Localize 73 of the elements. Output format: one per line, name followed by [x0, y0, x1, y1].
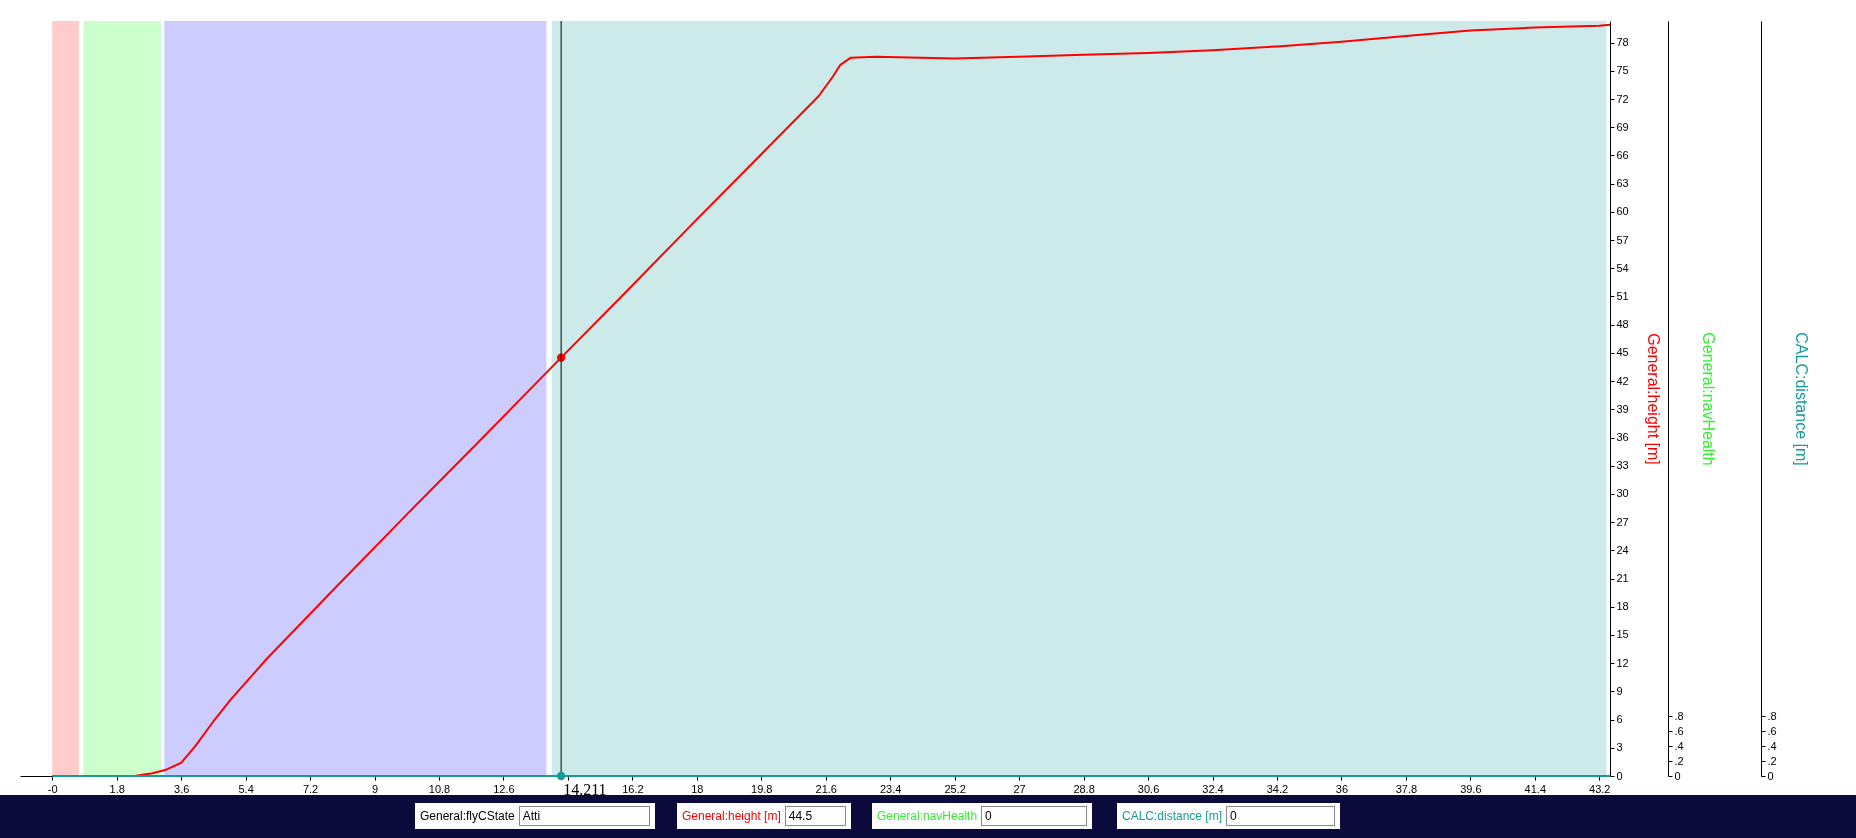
y2-tick-label: 0 [1767, 769, 1774, 782]
y-tick-label: 3 [1616, 741, 1623, 754]
x-tick-label: 5.4 [238, 782, 254, 795]
y-tick-label: 69 [1616, 120, 1629, 133]
y-tick-label: 0 [1616, 769, 1623, 782]
y3-tick-label: .2 [1674, 754, 1684, 767]
x-tick-label: 12.6 [493, 782, 515, 795]
y-tick-label: 30 [1616, 487, 1629, 500]
x-tick-label: 39.6 [1460, 782, 1482, 795]
y-tick-label: 42 [1616, 374, 1629, 387]
y3-tick-label: .4 [1674, 739, 1684, 752]
x-tick-label: 41.4 [1524, 782, 1547, 795]
y-tick-label: 36 [1616, 431, 1629, 444]
y-tick-label: 33 [1616, 459, 1629, 472]
y-tick-label: 54 [1616, 261, 1629, 274]
x-tick-label: 37.8 [1395, 782, 1418, 795]
x-tick-label: 16.2 [622, 782, 644, 795]
x-tick-label: 34.2 [1266, 782, 1289, 795]
x-tick-label: 1.8 [109, 782, 125, 795]
text: 0 [981, 806, 1087, 826]
text: Atti [518, 806, 650, 826]
y-tick-label: 48 [1616, 318, 1629, 331]
y-tick-label: 72 [1616, 92, 1629, 105]
x-tick-label: 43.2 [1589, 782, 1611, 795]
text: General:navHealth [877, 809, 978, 823]
text: General:height [m] [682, 809, 781, 823]
y2-tick-label: .2 [1767, 754, 1777, 767]
y3-tick-label: .6 [1674, 724, 1684, 737]
x-tick-label: 21.6 [815, 782, 837, 795]
x-tick-label: 36 [1335, 782, 1349, 795]
x-tick-label: 32.4 [1202, 782, 1224, 795]
y2-tick-label: .4 [1767, 739, 1777, 752]
ref-line-label: 14.211 [563, 781, 607, 798]
y-tick-label: 63 [1616, 177, 1629, 190]
text: 44.5 [784, 806, 846, 826]
y-tick-label: 18 [1616, 600, 1629, 613]
y-tick-label: 51 [1616, 289, 1629, 302]
text: General:flyCState [420, 809, 515, 823]
y-tick-label: 45 [1616, 346, 1629, 359]
x-tick-label: 27 [1013, 782, 1026, 795]
y-tick-label: 9 [1616, 684, 1623, 697]
y-tick-label: 21 [1616, 572, 1629, 585]
y-tick-label: 78 [1616, 36, 1629, 49]
y-tick-label: 75 [1616, 64, 1629, 77]
x-tick-label: 3.6 [174, 782, 190, 795]
x-tick-label: 28.8 [1073, 782, 1095, 795]
x-tick-label: 9 [371, 782, 379, 795]
x-tick-label: 7.2 [302, 782, 319, 795]
y-tick-label: 6 [1616, 713, 1623, 726]
y-tick-label: 27 [1616, 515, 1629, 528]
y3-tick-label: .8 [1674, 709, 1684, 722]
y-tick-label: 57 [1616, 233, 1629, 246]
text: CALC:distance [m] [1122, 809, 1223, 823]
x-tick-label: 10.8 [428, 782, 451, 795]
x-tick-label: 19.8 [751, 782, 773, 795]
y-axis-title: General:height [m] [1644, 333, 1662, 465]
y-tick-label: 15 [1616, 628, 1629, 641]
y-tick-label: 60 [1616, 205, 1629, 218]
text: 0 [1226, 806, 1335, 826]
y2-tick-label: .6 [1767, 724, 1777, 737]
y2-tick-label: .8 [1767, 709, 1777, 722]
x-tick-label: 25.2 [944, 782, 966, 795]
y2-axis-title: General:navHealth [1699, 332, 1717, 466]
y-tick-label: 24 [1616, 543, 1629, 556]
x-tick-label: -0 [47, 782, 58, 795]
y3-tick-label: 0 [1674, 769, 1681, 782]
y-tick-label: 66 [1616, 148, 1629, 161]
y-tick-label: 12 [1616, 656, 1629, 669]
x-tick-label: 23.4 [879, 782, 902, 795]
x-tick-label: 18 [691, 782, 704, 795]
y3-axis-title: CALC:distance [m] [1792, 332, 1810, 466]
y-tick-label: 39 [1616, 402, 1629, 415]
x-tick-label: 30.6 [1137, 782, 1160, 795]
